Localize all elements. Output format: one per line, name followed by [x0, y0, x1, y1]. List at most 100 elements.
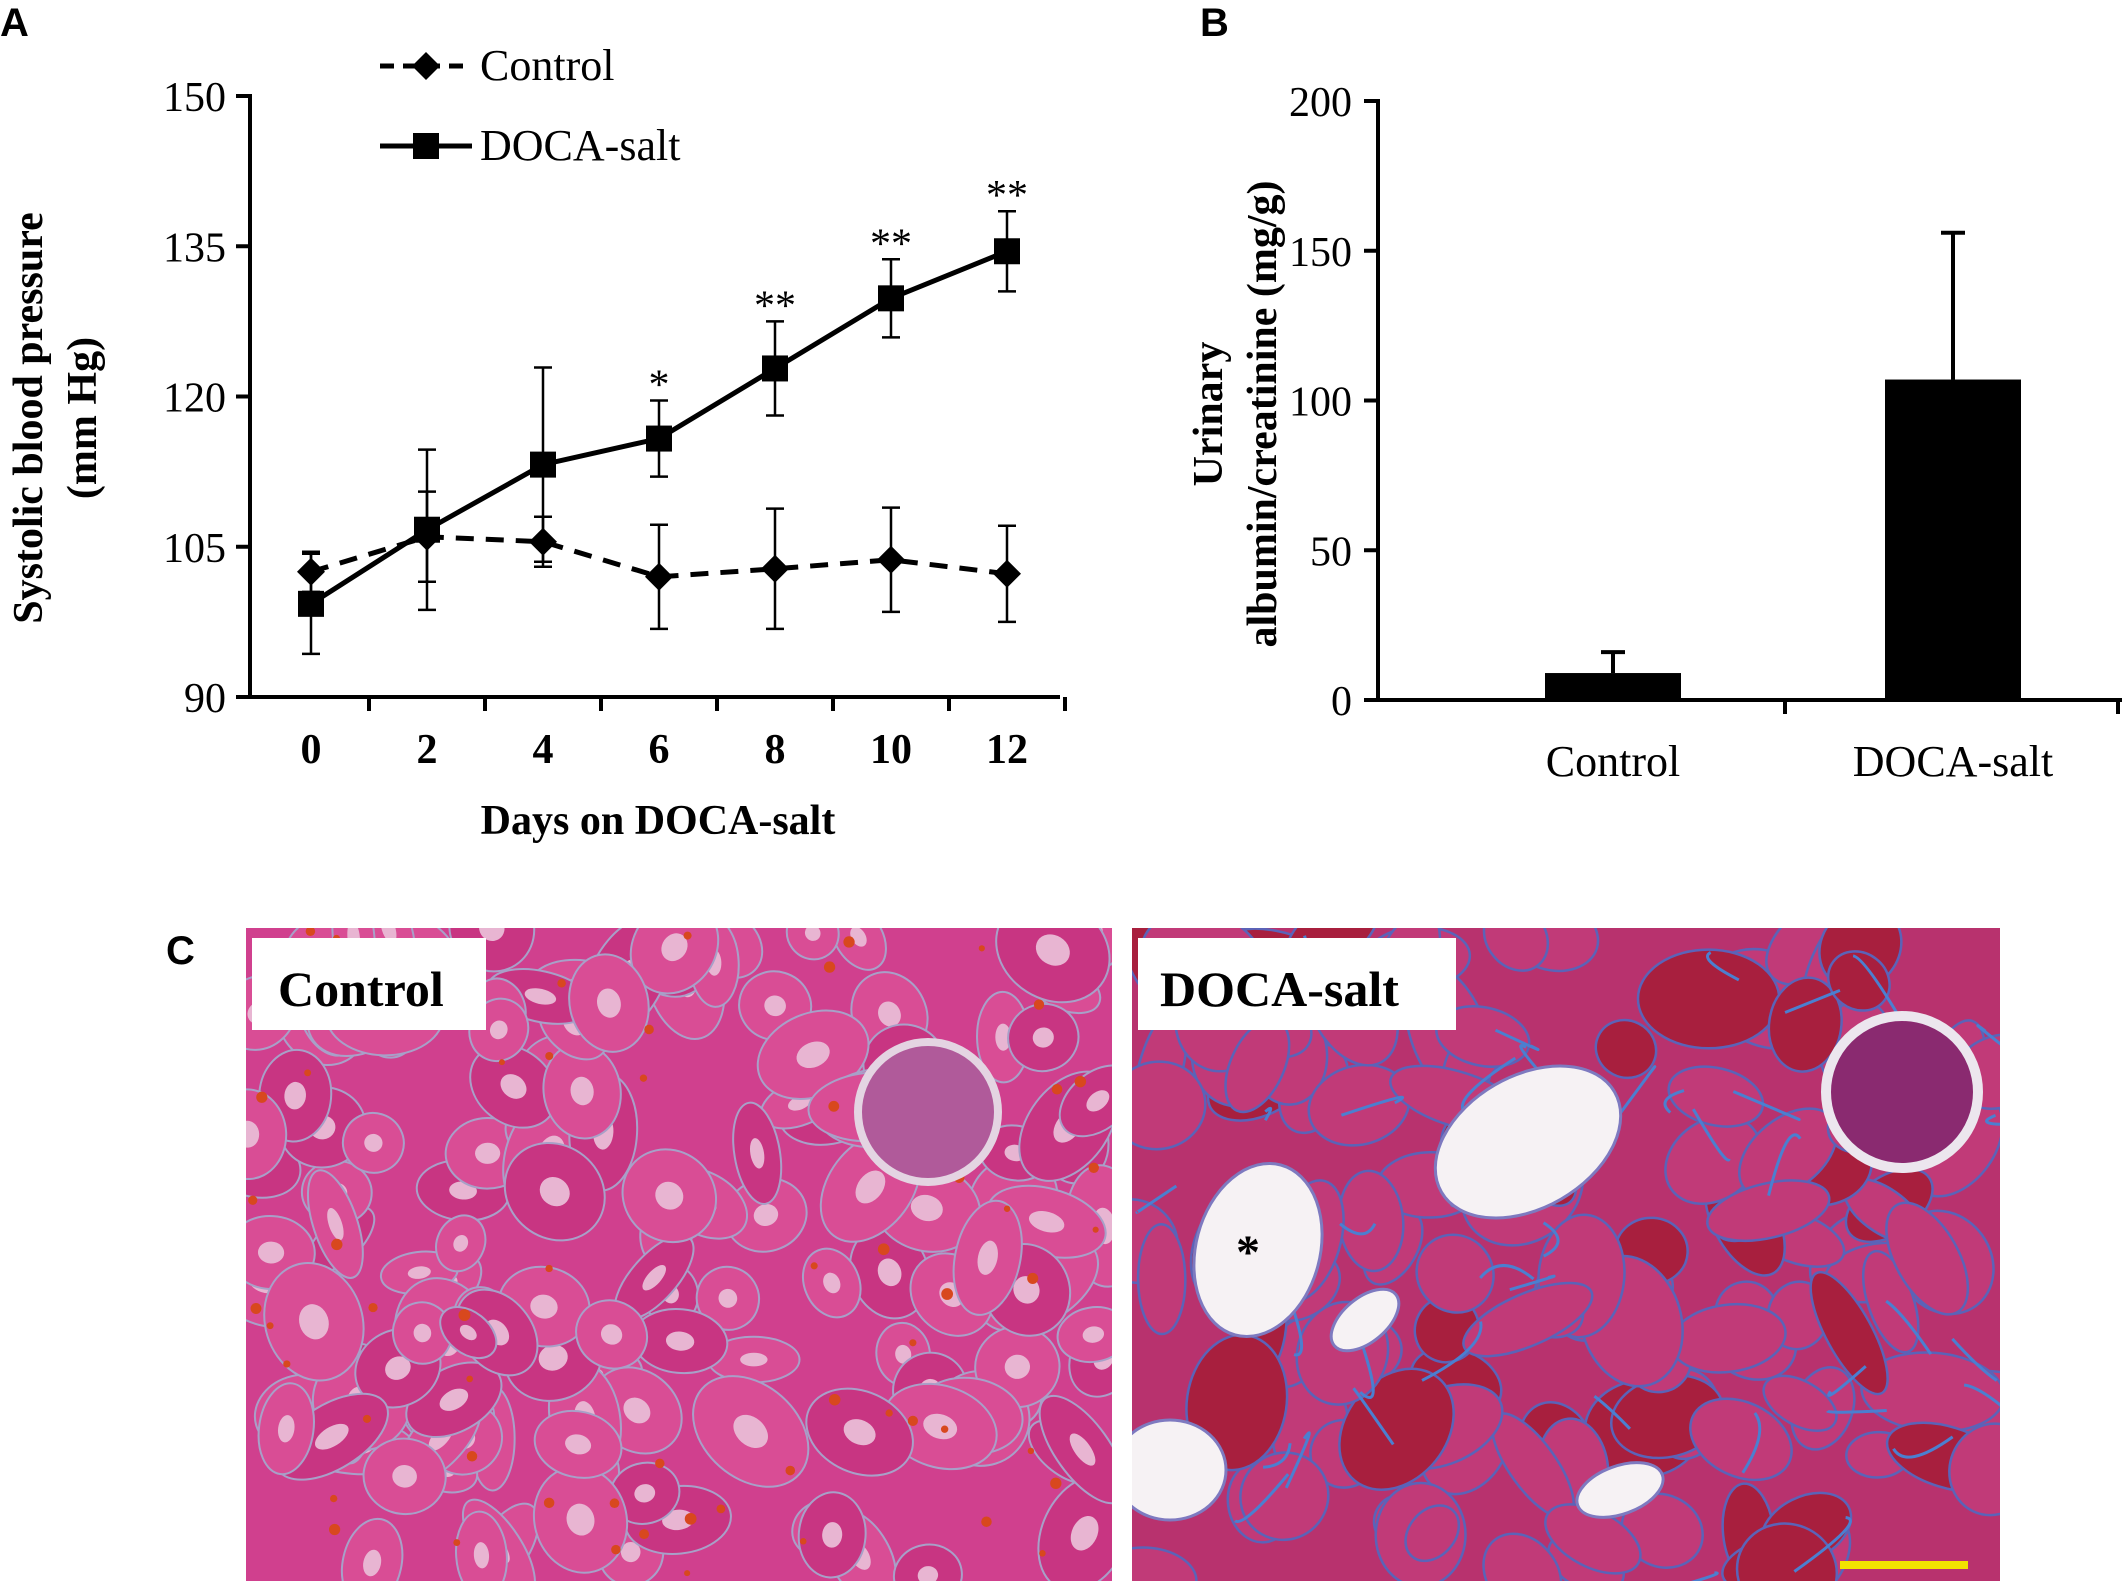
red-cell	[940, 1425, 949, 1433]
red-cell	[1033, 999, 1045, 1010]
fibrosis-strand	[1479, 1264, 1535, 1281]
tubule	[1809, 1270, 1889, 1396]
tubule-lumen	[977, 1240, 998, 1275]
red-cell	[466, 1375, 474, 1383]
fibrosis-strand	[1767, 1133, 1802, 1197]
tubule-lumen	[822, 1522, 843, 1548]
fibrosis-strand	[1509, 1274, 1556, 1292]
red-cell	[683, 931, 692, 940]
fibrosis-strand	[1352, 1387, 1395, 1446]
fibrosis-strand	[1885, 1299, 1933, 1356]
significance-mark: **	[754, 283, 796, 329]
red-cell	[362, 1414, 372, 1423]
chart-a-legend: Control DOCA-salt	[380, 41, 680, 170]
tubule-lumen	[453, 1235, 469, 1252]
tubule	[1861, 1249, 1920, 1354]
fibrosis-strand	[1951, 1337, 1998, 1382]
tubule-lumen	[538, 1344, 568, 1371]
tubule-lumen	[655, 1181, 684, 1210]
chart-b-y-tick-label: 150	[1289, 230, 1352, 276]
chart-a-x-tick-label: 4	[533, 727, 554, 773]
doca-point	[994, 238, 1020, 265]
red-cell	[978, 945, 985, 952]
fibrosis-strand	[1593, 1394, 1632, 1430]
tubule-lumen	[475, 1142, 501, 1164]
significance-mark: **	[986, 173, 1028, 219]
tubule-lumen	[749, 1138, 765, 1169]
fibrosis-strand	[1542, 1221, 1560, 1258]
tubule-lumen	[277, 1415, 295, 1443]
tubule-lumen	[439, 1388, 469, 1411]
fibrosis-strand	[1705, 951, 1740, 982]
tubule-lumen	[566, 1503, 595, 1536]
fibrosis-strand	[1421, 1321, 1483, 1382]
red-cell	[941, 1288, 954, 1300]
fibrosis-strand	[1292, 1310, 1304, 1357]
tubule	[1482, 1532, 1563, 1581]
tubule	[1415, 1233, 1495, 1314]
doca-point	[762, 355, 788, 382]
fibrosis-strand	[1852, 954, 1900, 1016]
glomerulus	[1821, 1011, 1983, 1173]
chart-a-x-label: Days on DOCA-salt	[481, 798, 836, 844]
chart-a-x-tick-label: 8	[765, 727, 786, 773]
legend-doca-marker	[413, 133, 439, 159]
red-cell	[283, 1360, 291, 1368]
red-cell	[1027, 1272, 1039, 1284]
chart-a-y-tick-label: 135	[163, 225, 226, 271]
tubule-lumen	[823, 1272, 841, 1294]
red-cell	[256, 1091, 268, 1103]
doca-point	[298, 590, 324, 617]
legend-doca-label: DOCA-salt	[480, 121, 680, 170]
tubule-lumen	[479, 928, 505, 942]
fibrosis-strand	[1963, 1383, 2000, 1407]
fibrosis-strand	[1892, 1435, 1954, 1459]
red-cell	[331, 1238, 343, 1251]
tubule-lumen	[363, 1549, 382, 1577]
fibrosis-strand	[1691, 1108, 1731, 1162]
tubule-lumen	[718, 1288, 738, 1308]
tubule-lumen	[299, 1304, 329, 1340]
bar-0	[1545, 673, 1681, 700]
tubule-lumen	[570, 1076, 594, 1106]
tubule-lumen	[995, 1023, 1011, 1051]
tubule	[1762, 1374, 1838, 1432]
fibrosis-strand	[1262, 1443, 1292, 1469]
fibrosis-strand	[1985, 1113, 2000, 1126]
red-cell	[907, 1415, 918, 1426]
red-cell	[684, 1570, 691, 1577]
red-cell	[266, 1322, 274, 1330]
doca-point	[414, 516, 440, 543]
tubule-lumen	[642, 1265, 667, 1291]
red-cell	[543, 1497, 555, 1509]
red-cell	[609, 1498, 620, 1509]
tubule-lumen	[665, 1331, 695, 1351]
red-cell	[684, 1512, 697, 1525]
tubule-lumen	[392, 1465, 417, 1488]
fibrosis-strand	[1284, 1431, 1311, 1489]
tubule-lumen	[764, 995, 786, 1017]
tubule-lumen	[1086, 1090, 1110, 1112]
fibrosis-strand	[1732, 1090, 1801, 1121]
chart-a-x-tick-label: 10	[870, 727, 912, 773]
tubule	[1735, 1522, 1839, 1581]
chart-a-y-tick-label: 150	[163, 75, 226, 121]
red-cell	[545, 1264, 553, 1273]
tubule-lumen	[895, 1344, 912, 1364]
panel-label-a: A	[0, 1, 29, 45]
tubule-lumen	[740, 1352, 768, 1367]
red-cell	[1050, 1477, 1062, 1489]
tubule-lumen	[796, 1041, 830, 1069]
chart-b-y-label-line1: Urinary	[1186, 342, 1232, 487]
red-cell	[248, 1195, 258, 1205]
fibrosis-strand	[1494, 1028, 1540, 1052]
chart-a-x-ticks: 0 2 4 6 8 10 12	[301, 697, 1067, 773]
tubule-lumen	[246, 1120, 260, 1148]
tubule-lumen	[878, 1001, 901, 1027]
red-cell	[655, 1458, 665, 1469]
red-cell	[644, 1024, 654, 1035]
tubule-lumen	[1004, 1354, 1031, 1379]
red-cell	[466, 1451, 478, 1462]
tubule-lumen	[623, 1397, 651, 1424]
